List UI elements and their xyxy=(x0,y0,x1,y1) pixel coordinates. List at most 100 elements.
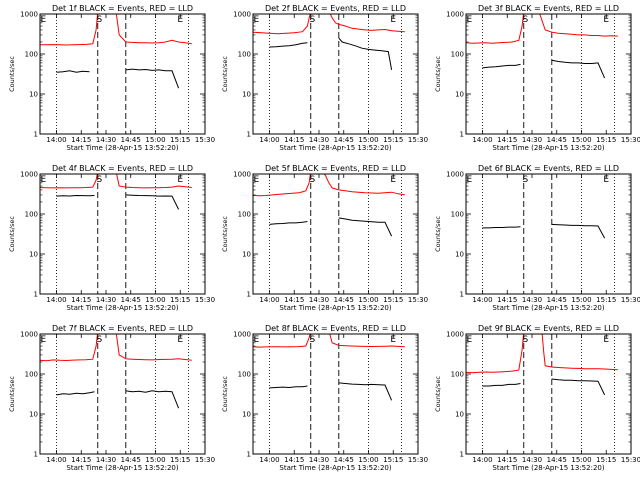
x-tick-label: 15:15 xyxy=(170,136,190,144)
panel-1: Det 1f BLACK = Events, RED = LLD 14:00 14:… xyxy=(8,4,215,152)
marker-label: E xyxy=(40,15,46,25)
y-axis-label: Counts/sec xyxy=(221,216,229,252)
x-tick-label: 14:45 xyxy=(334,296,354,304)
events-line xyxy=(482,226,521,229)
marker-label: E xyxy=(40,335,46,345)
marker-label: E xyxy=(466,335,472,345)
x-tick-label: 14:15 xyxy=(497,136,517,144)
panel-data xyxy=(253,174,405,237)
panel-data xyxy=(482,223,606,239)
x-tick-label: 15:00 xyxy=(145,456,165,464)
plot-frame xyxy=(39,333,206,455)
lld-line xyxy=(40,14,99,46)
x-axis-label: Start Time (28-Apr-15 13:52:20) xyxy=(279,144,391,152)
x-tick-label: 14:30 xyxy=(522,296,542,304)
x-tick-label: 14:15 xyxy=(284,456,304,464)
events-line xyxy=(338,37,393,70)
panel-7: Det 7f BLACK = Events, RED = LLD 14:00 14:… xyxy=(8,324,215,472)
y-tick-label: 1 xyxy=(247,131,251,139)
x-tick-label: 15:00 xyxy=(358,296,378,304)
panel-data xyxy=(40,334,192,409)
y-tick-label: 1000 xyxy=(20,331,38,339)
x-tick-label: 15:30 xyxy=(408,456,428,464)
y-tick-label: 100 xyxy=(451,211,464,219)
marker-label: E xyxy=(390,15,396,25)
y-tick-label: 100 xyxy=(25,211,38,219)
y-tick-label: 100 xyxy=(238,371,251,379)
x-tick-label: 15:30 xyxy=(408,136,428,144)
marker-label: S xyxy=(97,335,103,345)
x-tick-label: 14:30 xyxy=(522,136,542,144)
y-axis-label: Counts/sec xyxy=(221,376,229,412)
x-tick-label: 14:45 xyxy=(121,296,141,304)
events-line xyxy=(125,390,180,409)
lld-line xyxy=(329,334,405,348)
events-line xyxy=(56,194,95,197)
panel-9: Det 9f BLACK = Events, RED = LLD 14:00 14:… xyxy=(434,324,640,472)
panel-2: Det 2f BLACK = Events, RED = LLD 14:00 14:… xyxy=(221,4,428,152)
x-tick-label: 14:15 xyxy=(284,296,304,304)
x-tick-label: 14:00 xyxy=(472,296,492,304)
x-tick-label: 14:30 xyxy=(522,456,542,464)
y-axis-label: Counts/sec xyxy=(8,56,16,92)
lld-line xyxy=(115,334,192,361)
plot-frame xyxy=(465,13,632,135)
y-tick-label: 100 xyxy=(451,371,464,379)
plot-frame xyxy=(465,173,632,295)
y-tick-label: 1000 xyxy=(233,11,251,19)
y-tick-label: 10 xyxy=(29,411,38,419)
panel-title: Det 4f BLACK = Events, RED = LLD xyxy=(52,164,193,173)
plot-frame xyxy=(465,333,632,455)
x-axis-label: Start Time (28-Apr-15 13:52:20) xyxy=(492,464,604,472)
x-axis-label: Start Time (28-Apr-15 13:52:20) xyxy=(492,304,604,312)
lld-line xyxy=(466,14,524,44)
x-axis-label: Start Time (28-Apr-15 13:52:20) xyxy=(492,144,604,152)
y-tick-label: 1 xyxy=(460,451,464,459)
lld-line xyxy=(329,14,405,33)
x-tick-label: 15:30 xyxy=(408,296,428,304)
panel-data xyxy=(253,14,405,70)
plot-frame xyxy=(252,13,419,135)
x-tick-label: 14:30 xyxy=(309,456,329,464)
y-tick-label: 100 xyxy=(238,51,251,59)
marker-label: E xyxy=(603,335,609,345)
panel-title: Det 5f BLACK = Events, RED = LLD xyxy=(265,164,406,173)
x-tick-label: 14:15 xyxy=(497,456,517,464)
marker-label: S xyxy=(97,175,103,185)
x-axis-label: Start Time (28-Apr-15 13:52:20) xyxy=(279,304,391,312)
x-tick-label: 15:30 xyxy=(195,296,215,304)
marker-label: E xyxy=(390,175,396,185)
events-line xyxy=(338,217,393,237)
events-line xyxy=(125,194,180,210)
x-tick-label: 15:00 xyxy=(358,136,378,144)
marker-label: S xyxy=(310,15,316,25)
marker-label: S xyxy=(97,15,103,25)
x-tick-label: 14:00 xyxy=(472,456,492,464)
y-tick-label: 10 xyxy=(455,411,464,419)
y-tick-label: 1000 xyxy=(233,331,251,339)
y-tick-label: 10 xyxy=(455,251,464,259)
events-line xyxy=(482,63,521,69)
x-tick-label: 14:45 xyxy=(334,136,354,144)
y-axis-label: Counts/sec xyxy=(434,56,442,92)
x-tick-label: 15:15 xyxy=(383,136,403,144)
y-axis-label: Counts/sec xyxy=(221,56,229,92)
panel-data xyxy=(40,174,192,210)
y-axis-label: Counts/sec xyxy=(8,216,16,252)
events-line xyxy=(551,378,606,396)
y-tick-label: 1000 xyxy=(233,171,251,179)
panel-4: Det 4f BLACK = Events, RED = LLD 14:00 14:… xyxy=(8,164,215,312)
y-tick-label: 10 xyxy=(29,251,38,259)
panel-8: Det 8f BLACK = Events, RED = LLD 14:00 14:… xyxy=(221,324,428,472)
y-tick-label: 1000 xyxy=(20,11,38,19)
x-tick-label: 14:00 xyxy=(46,456,66,464)
y-tick-label: 1 xyxy=(247,291,251,299)
marker-label: E xyxy=(466,175,472,185)
y-tick-label: 10 xyxy=(242,251,251,259)
x-tick-label: 15:00 xyxy=(145,136,165,144)
y-tick-label: 1000 xyxy=(20,171,38,179)
x-tick-label: 15:15 xyxy=(383,296,403,304)
x-tick-label: 15:00 xyxy=(358,456,378,464)
x-tick-label: 14:45 xyxy=(547,296,567,304)
